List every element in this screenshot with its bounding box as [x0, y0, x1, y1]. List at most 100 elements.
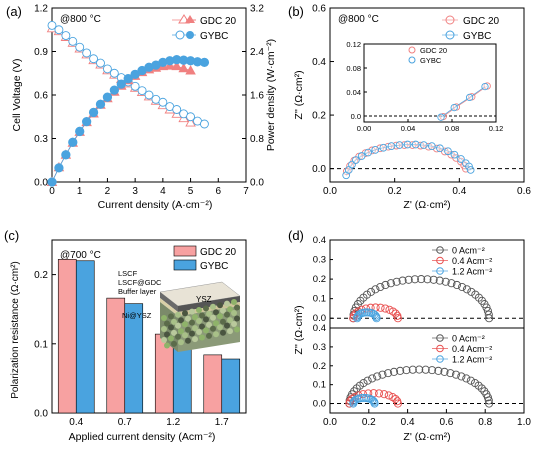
y-tick-label: 0.6	[34, 91, 48, 102]
panel-a-ylabel: Cell Voltage (V)	[11, 59, 23, 132]
legend-label: 1.2 Acm⁻²	[452, 354, 492, 364]
data-point	[61, 31, 71, 40]
data-point	[484, 396, 493, 405]
data-point	[434, 366, 443, 375]
x-tick-label: 0.4	[452, 186, 466, 197]
data-point	[357, 152, 366, 160]
inset-x-tick-label: 0.12	[489, 124, 504, 133]
data-point	[199, 119, 209, 129]
anode-particle	[206, 310, 212, 317]
y-tick-label: 0.3	[313, 255, 326, 266]
anode-particle	[189, 330, 195, 337]
data-point	[373, 372, 382, 381]
data-point	[388, 307, 398, 316]
data-point	[423, 275, 432, 284]
data-point	[444, 147, 452, 156]
y-tick-label: 0.4	[313, 235, 326, 246]
data-point	[477, 384, 486, 393]
panel-c-ylabel: Polarization resistance (Ω·cm²)	[10, 261, 21, 399]
anode-particle	[189, 308, 195, 315]
data-point	[411, 140, 420, 149]
legend-label: 0.4 Acm⁻²	[452, 344, 492, 354]
data-point	[417, 275, 426, 284]
data-point	[102, 92, 113, 102]
anode-particle	[210, 303, 216, 310]
anode-particle	[178, 317, 184, 324]
data-point	[378, 370, 387, 379]
anode-particle	[192, 336, 198, 343]
panel-b-label: (b)	[288, 4, 304, 19]
legend-marker-gybc-open	[175, 30, 185, 40]
data-point	[457, 155, 465, 163]
y-tick-label: 0.0	[312, 164, 326, 175]
y-tick-label: 0.2	[34, 270, 48, 281]
x-tick-label: 0.0	[323, 186, 337, 197]
data-point	[466, 166, 475, 174]
data-point	[130, 69, 140, 79]
y-tick-label: 0.4	[312, 57, 326, 68]
x-tick-label: 0.6	[439, 417, 453, 428]
data-point	[75, 126, 85, 137]
panel-c-xlabel: Applied current density (Acm⁻²)	[69, 431, 216, 443]
data-point	[428, 142, 436, 150]
y-tick-label: 0.0	[313, 313, 326, 324]
anode-particle	[178, 339, 184, 346]
anode-particle	[213, 331, 219, 338]
x-tick-label: 0.7	[118, 417, 132, 428]
panel-d-ylabel: Z'' (Ω·cm²)	[293, 305, 305, 354]
data-point	[410, 275, 419, 284]
panel-b: (b) @800 °C Z' (Ω·cm²) Z'' (Ω·cm²) 0.0 0.…	[288, 4, 531, 212]
anode-particle	[217, 302, 223, 309]
data-point	[351, 395, 360, 405]
data-point	[435, 276, 444, 285]
data-point	[68, 137, 78, 147]
anode-particle	[224, 300, 230, 307]
data-point	[446, 369, 455, 378]
panel-a-annotation: @800 °C	[60, 14, 101, 25]
data-point	[403, 140, 412, 149]
bar	[124, 303, 144, 414]
data-point	[450, 150, 459, 159]
x-tick-label: 1.0	[517, 417, 531, 428]
anode-particle	[210, 325, 216, 332]
anode-particle	[161, 337, 167, 343]
cell-label-lscf-gdc: LSCF@GDC	[118, 278, 162, 287]
y-tick-label: 0.2	[313, 274, 326, 285]
y-tick-label: 0.2	[313, 361, 326, 372]
panel-b-legend: GDC 20 GYBC	[442, 15, 500, 42]
cell-label-buffer: Buffer layer	[118, 287, 157, 296]
anode-particle	[206, 332, 212, 339]
data-point	[54, 163, 64, 173]
data-point	[372, 314, 381, 323]
data-point	[404, 275, 413, 284]
data-point	[387, 142, 396, 150]
bar	[221, 358, 241, 414]
data-point	[374, 389, 384, 398]
anode-particle	[168, 313, 174, 320]
y2-tick-label: 0.8	[250, 134, 264, 145]
anode-particle	[196, 329, 202, 335]
data-point	[82, 48, 92, 58]
anode-particle	[234, 315, 240, 322]
legend-c-gybc: GYBC	[200, 261, 228, 272]
data-point	[354, 311, 363, 320]
data-point	[379, 143, 388, 152]
data-point	[364, 148, 373, 157]
legend-marker	[436, 344, 444, 353]
data-point	[371, 146, 380, 154]
data-point	[376, 303, 385, 312]
anode-particle	[203, 305, 209, 312]
y-tick-label: 0.2	[312, 111, 326, 122]
inset-y-tick-label: 0.08	[346, 64, 361, 73]
y-tick-label: 0.1	[313, 380, 326, 391]
bar	[75, 260, 95, 414]
anode-particle	[178, 328, 184, 335]
data-point	[54, 25, 64, 35]
anode-particle	[213, 309, 219, 316]
x-tick-label: 0.0	[323, 417, 337, 428]
anode-particle	[210, 314, 216, 321]
data-point	[68, 36, 78, 46]
data-point	[429, 275, 438, 284]
data-point	[452, 280, 461, 290]
